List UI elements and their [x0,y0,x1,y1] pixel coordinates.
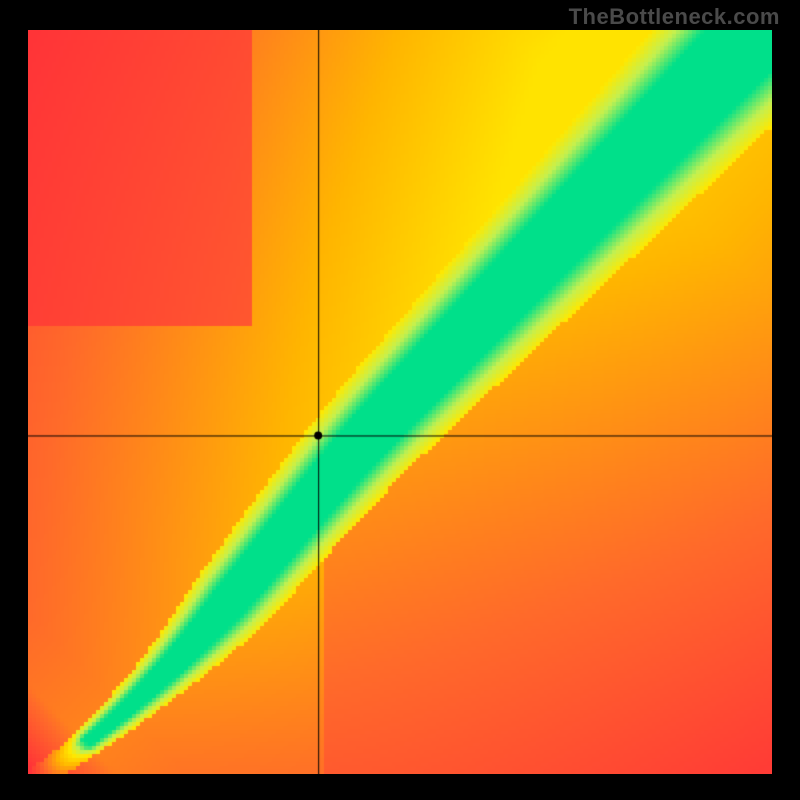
watermark-text: TheBottleneck.com [569,4,780,30]
bottleneck-heatmap [28,30,772,774]
chart-container: TheBottleneck.com [0,0,800,800]
